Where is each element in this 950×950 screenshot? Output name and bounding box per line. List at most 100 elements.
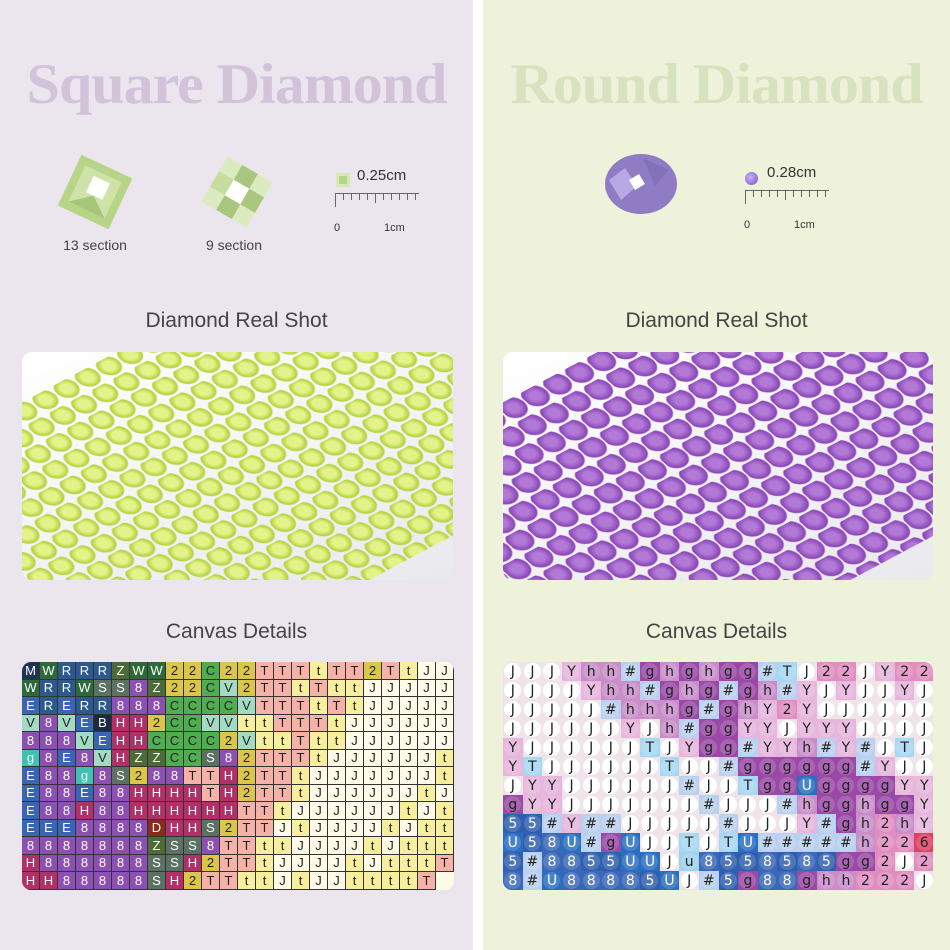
canvas-cell: J <box>400 679 418 697</box>
canvas-cell: 8 <box>94 767 112 785</box>
canvas-cell: t <box>274 837 292 855</box>
canvas-cell: g <box>76 767 94 785</box>
canvas-cell: C <box>202 662 220 680</box>
canvas-cell: U <box>640 852 660 871</box>
canvas-cell: J <box>855 681 876 700</box>
canvas-cell: J <box>561 738 582 757</box>
canvas-cell: # <box>698 871 719 890</box>
canvas-cell: g <box>738 662 758 681</box>
canvas-cell: H <box>220 802 238 820</box>
round-diamond-small-icon <box>745 172 758 185</box>
canvas-cell: J <box>310 784 328 802</box>
canvas-cell: 8 <box>94 837 112 855</box>
canvas-cell: J <box>561 719 582 738</box>
canvas-cell: E <box>22 819 40 837</box>
canvas-cell: 6 <box>914 833 933 852</box>
canvas-cell: g <box>796 757 817 776</box>
canvas-cell: h <box>796 738 817 757</box>
canvas-cell: U <box>542 871 562 890</box>
canvas-cell: t <box>436 749 454 767</box>
canvas-cell: g <box>836 795 856 814</box>
canvas-cell: Y <box>796 700 817 719</box>
size-ruler: 0.28cm 0 1cm <box>744 164 835 231</box>
canvas-cell: t <box>346 697 364 715</box>
canvas-cell: h <box>894 814 915 833</box>
canvas-cell: 8 <box>76 819 94 837</box>
canvas-cell: 2 <box>364 662 382 680</box>
canvas-cell: 2 <box>166 662 184 680</box>
canvas-cell: 8 <box>777 871 797 890</box>
canvas-cell: # <box>738 738 758 757</box>
canvas-cell: J <box>581 738 601 757</box>
canvas-cell: V <box>94 749 112 767</box>
canvas-cell: J <box>522 662 543 681</box>
canvas-cell: # <box>855 738 876 757</box>
canvas-cell: 2 <box>238 784 256 802</box>
canvas-cell: Y <box>836 738 856 757</box>
canvas-cell: T <box>292 697 310 715</box>
canvas-cell: H <box>220 767 238 785</box>
canvas-cell: Y <box>542 795 562 814</box>
canvas-cell: J <box>777 719 797 738</box>
canvas-cell: J <box>561 700 582 719</box>
canvas-cell: V <box>202 714 220 732</box>
canvas-cell: H <box>166 872 184 890</box>
canvas-cell: J <box>364 697 382 715</box>
canvas-cell: W <box>76 679 94 697</box>
canvas-cell: # <box>542 814 562 833</box>
canvas-cell: J <box>640 795 660 814</box>
canvas-cell: 2 <box>238 662 256 680</box>
real-shot-heading: Diamond Real Shot <box>625 309 808 332</box>
canvas-cell: t <box>310 662 328 680</box>
canvas-cell: C <box>202 732 220 750</box>
canvas-cell: t <box>292 767 310 785</box>
canvas-cell: E <box>76 784 94 802</box>
canvas-cell: 2 <box>914 662 933 681</box>
canvas-cell: 8 <box>542 833 562 852</box>
canvas-cell: T <box>220 854 238 872</box>
canvas-cell: J <box>542 757 562 776</box>
canvas-cell: h <box>816 871 837 890</box>
canvas-cell: 8 <box>58 784 76 802</box>
canvas-cell: J <box>659 814 680 833</box>
canvas-cell: 2 <box>130 767 148 785</box>
canvas-cell: T <box>238 802 256 820</box>
canvas-cell: J <box>542 738 562 757</box>
canvas-cell: g <box>718 700 739 719</box>
canvas-cell: J <box>659 776 680 795</box>
canvas-cell: 8 <box>40 784 58 802</box>
canvas-cell: J <box>436 784 454 802</box>
square-diamond-13-section-icon <box>57 154 133 230</box>
canvas-cell: J <box>503 776 523 795</box>
canvas-cell: 8 <box>561 871 582 890</box>
canvas-cell: t <box>436 837 454 855</box>
canvas-cell: t <box>436 819 454 837</box>
canvas-cell: g <box>659 681 680 700</box>
canvas-cell: J <box>292 837 310 855</box>
canvas-cell: D <box>148 819 166 837</box>
canvas-cell: # <box>718 814 739 833</box>
canvas-cell: E <box>22 697 40 715</box>
canvas-cell: Y <box>522 776 543 795</box>
canvas-cell: J <box>894 719 915 738</box>
canvas-cell: C <box>184 749 202 767</box>
canvas-cell: R <box>58 662 76 680</box>
canvas-cell: J <box>914 738 933 757</box>
canvas-cell: J <box>875 738 895 757</box>
canvas-cell: J <box>364 679 382 697</box>
canvas-cell: J <box>914 871 933 890</box>
canvas-cell: J <box>382 837 400 855</box>
canvas-cell: Y <box>875 757 895 776</box>
canvas-cell: T <box>256 802 274 820</box>
canvas-cell: Y <box>816 719 837 738</box>
canvas-cell: 2 <box>816 662 837 681</box>
canvas-cell: H <box>130 784 148 802</box>
canvas-cell: 5 <box>718 852 739 871</box>
canvas-cell: h <box>659 719 680 738</box>
canvas-cell: J <box>600 719 621 738</box>
canvas-cell: 8 <box>581 871 601 890</box>
canvas-cell: 8 <box>130 819 148 837</box>
canvas-cell: C <box>166 697 184 715</box>
canvas-cell: 8 <box>561 852 582 871</box>
canvas-cell: Y <box>796 719 817 738</box>
